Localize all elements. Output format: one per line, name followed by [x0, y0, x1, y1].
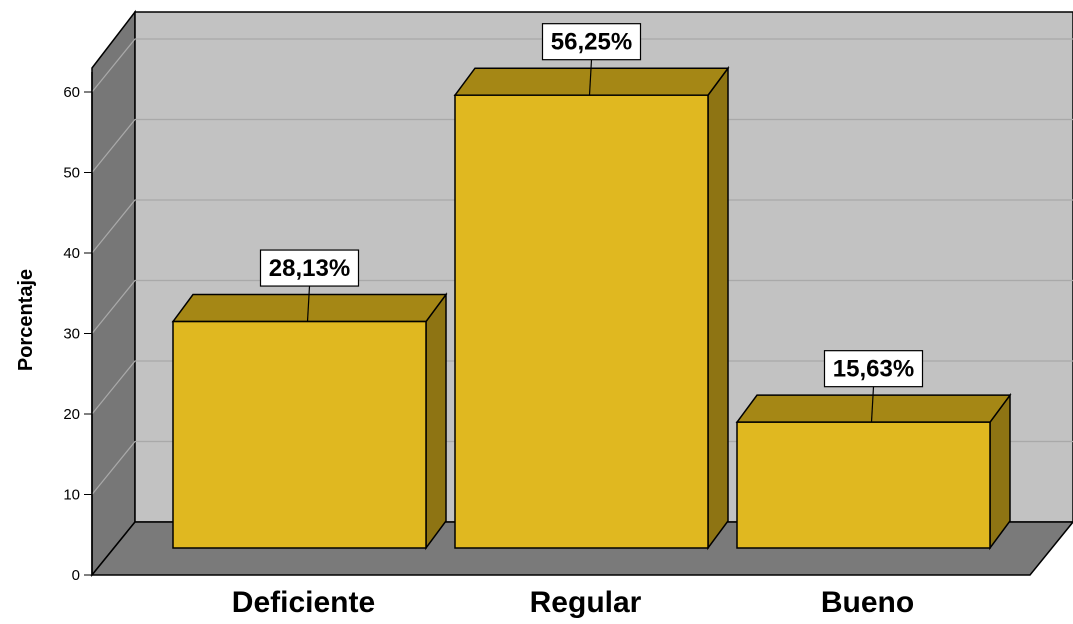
y-tick-label: 0 [72, 567, 80, 584]
y-tick-label: 30 [63, 326, 80, 343]
bar-bueno: 15,63% [735, 350, 1012, 551]
y-axis-label: Porcentaje [15, 269, 37, 371]
data-label-box [541, 23, 642, 61]
bar-front-face [454, 94, 709, 549]
bar-deficiente: 28,13% [171, 249, 448, 551]
bar-front-face [736, 421, 991, 549]
bars: 28,13% 56,25% 15,63% [171, 23, 1012, 551]
gridline [91, 360, 1073, 415]
y-tick-label: 60 [63, 84, 80, 101]
x-tick-label: Bueno [821, 586, 914, 619]
bar-top-face [735, 394, 1012, 423]
y-tick-label: 50 [63, 165, 80, 182]
x-tick-label: Regular [530, 586, 642, 619]
gridline [91, 199, 1073, 254]
data-label-box [259, 249, 360, 287]
bar-top-face [453, 67, 730, 96]
data-label: 28,13% [269, 255, 350, 282]
y-tick-label: 20 [63, 406, 80, 423]
bar-top-face [171, 293, 448, 323]
y-tick-label: 40 [63, 245, 80, 262]
x-tick-label: Deficiente [232, 586, 375, 619]
gridline [91, 38, 1073, 93]
x-axis: Deficiente Regular Bueno [232, 586, 914, 619]
y-axis: 0 10 20 30 40 50 60 [63, 72, 93, 584]
data-label: 15,63% [833, 356, 914, 383]
data-label-leader [588, 59, 593, 96]
bar-regular: 56,25% [453, 23, 730, 551]
gridline [91, 118, 1073, 173]
y-tick-label: 10 [63, 487, 80, 504]
chart-side-wall [91, 9, 136, 578]
bar-side-face [425, 292, 447, 551]
bar-front-face [172, 320, 427, 549]
data-label-leader [306, 286, 311, 322]
data-label-leader [870, 386, 875, 423]
bar-side-face [707, 65, 729, 551]
data-label-box [823, 350, 924, 388]
gridline [91, 279, 1073, 334]
data-label: 56,25% [551, 29, 632, 56]
